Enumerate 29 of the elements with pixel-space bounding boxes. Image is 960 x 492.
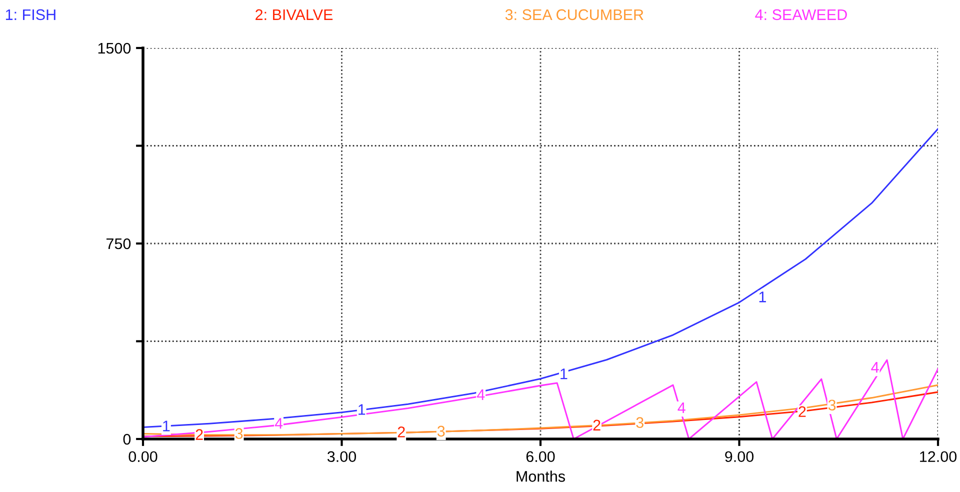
annotation: 3	[828, 400, 836, 411]
annotation: 2	[398, 426, 405, 438]
text: 4: SEAWEED	[755, 9, 847, 20]
x-tick-label: 12.00	[920, 451, 957, 462]
x-tick-label: 3.00	[327, 451, 356, 462]
annotation: 1	[163, 420, 170, 432]
annotation: 2	[593, 420, 600, 430]
x-tick-label: 9.00	[725, 451, 754, 462]
annotation: 3	[636, 417, 644, 428]
annotation: 2	[196, 429, 203, 440]
annotation: 4	[871, 362, 879, 373]
text: 2: BIVALVE	[256, 9, 333, 20]
y-tick-label: 1500	[98, 42, 131, 54]
text: 3: SEA CUCUMBER	[505, 9, 644, 20]
x-tick-label: 0.00	[128, 451, 158, 462]
annotation: 4	[678, 402, 686, 413]
annotation: 2	[798, 406, 806, 417]
annotation: 4	[274, 418, 283, 429]
annotation: 1	[358, 404, 366, 415]
annotation: 1	[759, 292, 766, 302]
x-axis-title: Months	[516, 470, 565, 482]
annotation: 4	[476, 389, 485, 400]
annotation: 1	[560, 368, 568, 380]
annotation: 3	[437, 426, 445, 437]
y-tick-label: 0	[123, 434, 131, 445]
text: 1: FISH	[6, 9, 56, 20]
x-tick-label: 6.00	[526, 451, 555, 462]
y-tick-label: 750	[106, 238, 131, 250]
annotation: 3	[235, 428, 243, 439]
